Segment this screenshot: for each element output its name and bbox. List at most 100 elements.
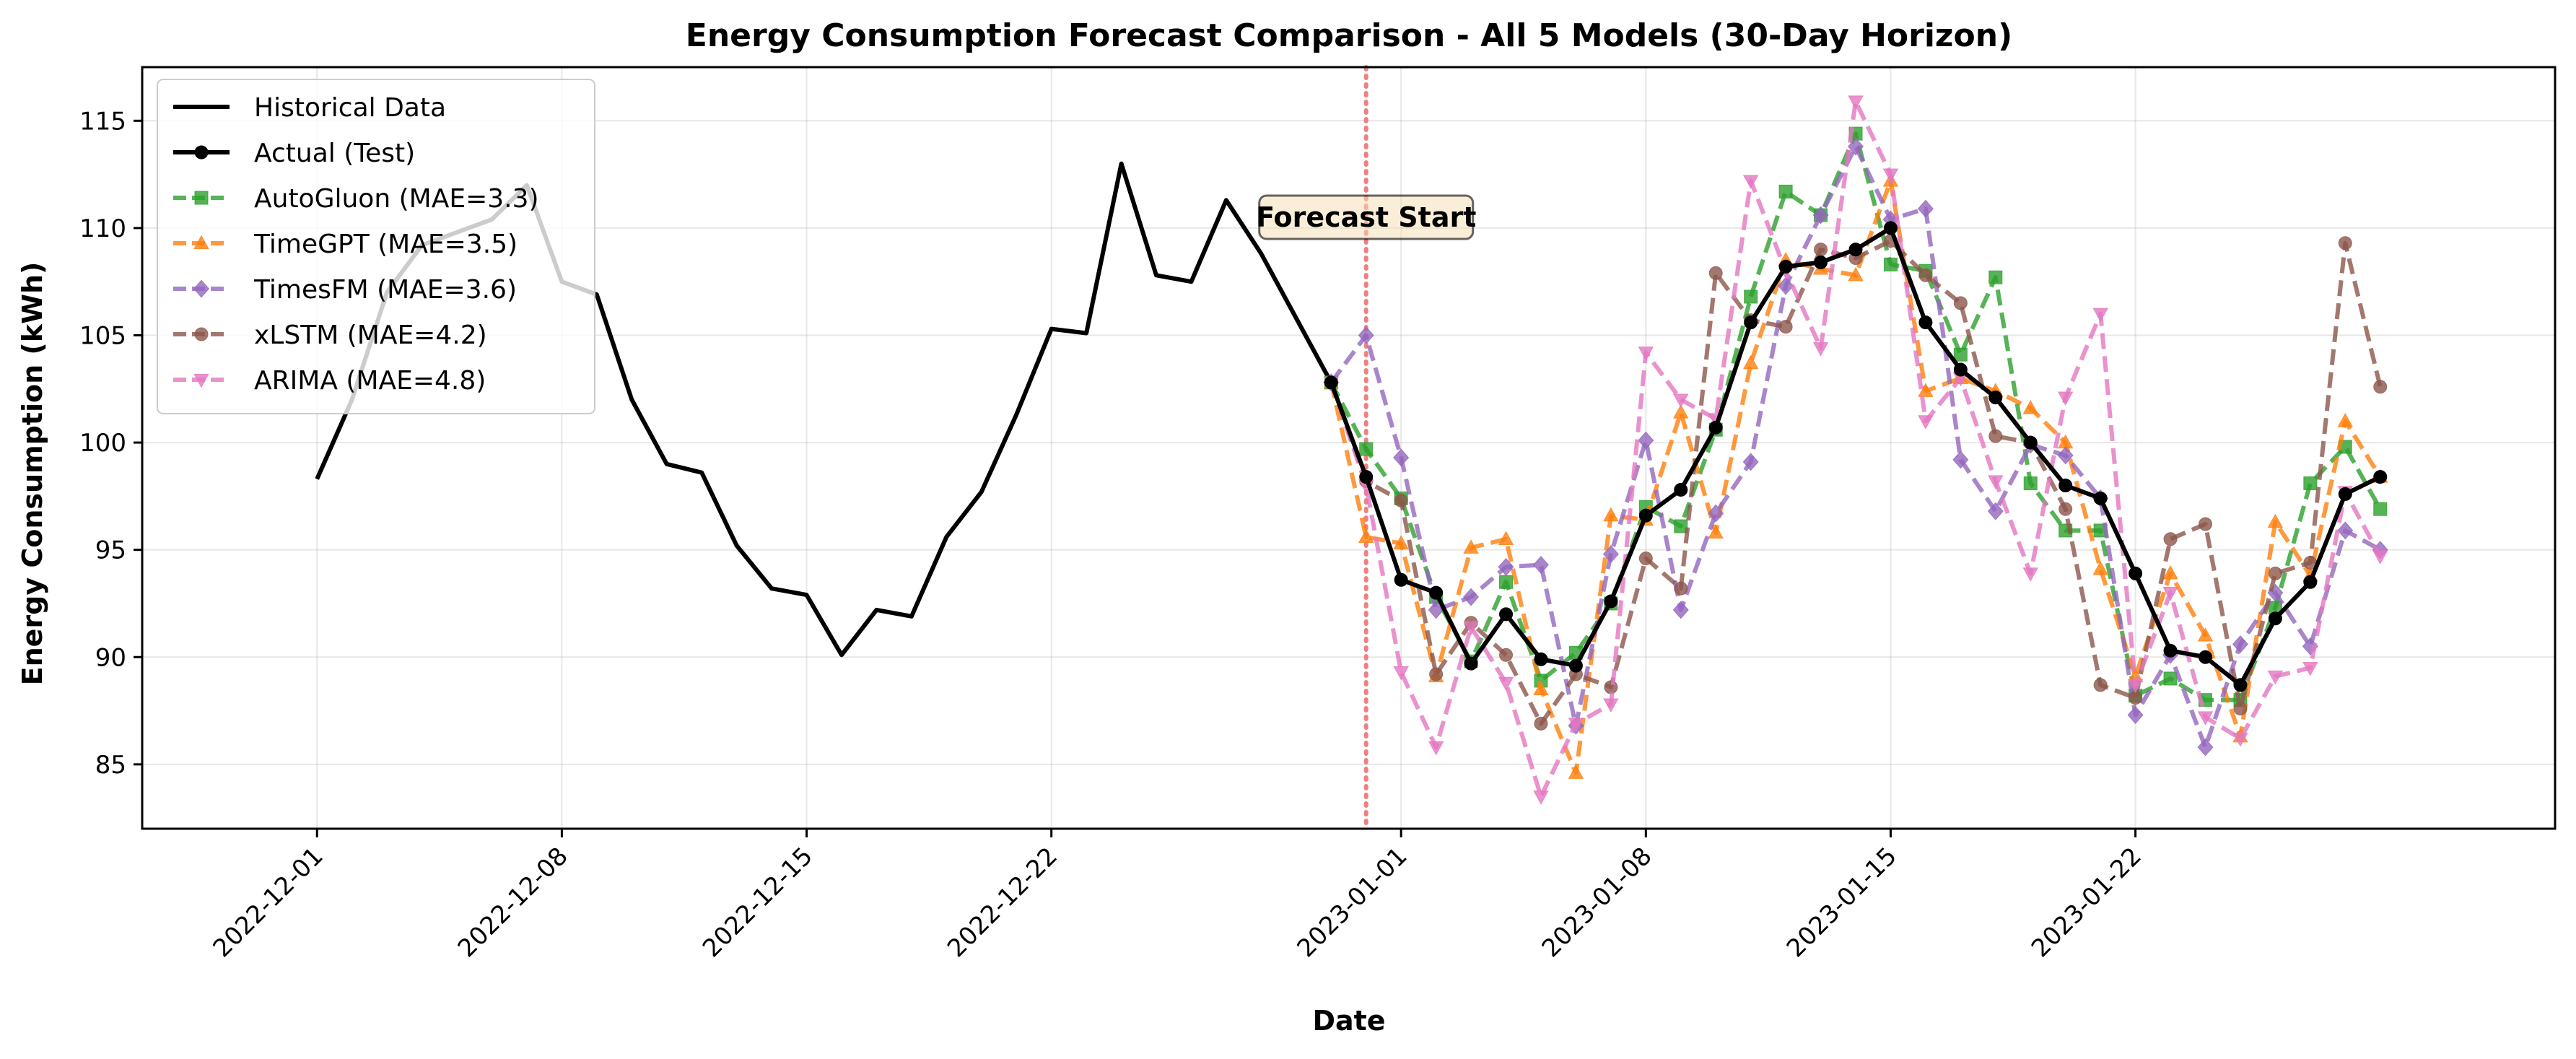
data-point — [2197, 627, 2214, 642]
data-point — [1394, 493, 1408, 507]
data-point — [2373, 380, 2388, 394]
data-point — [1883, 257, 1898, 271]
chart-title: Energy Consumption Forecast Comparison -… — [686, 17, 2012, 54]
data-point — [2199, 650, 2213, 664]
x-tick-label: 2022-12-22 — [942, 842, 1063, 963]
series-xlstm — [1324, 234, 2388, 731]
plot-area — [315, 65, 2388, 831]
data-point — [1499, 648, 1514, 662]
data-point — [1359, 442, 1374, 456]
legend-entry: xLSTM (MAE=4.2) — [173, 321, 487, 350]
data-point — [1463, 621, 1479, 636]
legend-entry: Actual (Test) — [173, 139, 415, 168]
data-point — [1708, 504, 1724, 523]
data-point — [2023, 435, 2038, 450]
data-point — [1463, 539, 1479, 554]
data-point — [1534, 652, 1548, 666]
data-point — [2093, 678, 2108, 692]
annotation-text: Forecast Start — [1256, 201, 1476, 233]
data-point — [1463, 588, 1480, 606]
data-point — [2233, 678, 2248, 692]
data-point — [1744, 315, 1758, 330]
data-point — [1918, 315, 1933, 330]
data-point — [2267, 513, 2284, 528]
data-point — [1778, 320, 1793, 334]
data-point — [1708, 266, 1723, 280]
data-point — [1534, 716, 1548, 731]
data-point — [1882, 168, 1899, 183]
data-point — [1953, 362, 1968, 377]
data-point — [2057, 446, 2074, 465]
series-timesfm — [1323, 137, 2388, 757]
data-point — [1952, 450, 1969, 469]
data-point — [2268, 566, 2282, 580]
data-point — [2022, 400, 2039, 414]
legend-entry: AutoGluon (MAE=3.3) — [173, 184, 539, 214]
data-point — [1988, 475, 2004, 489]
data-point — [1499, 607, 1514, 622]
x-tick-label: 2022-12-08 — [453, 842, 574, 963]
data-point — [1393, 448, 1410, 467]
y-tick-label: 105 — [79, 321, 126, 350]
data-point — [1358, 326, 1374, 344]
data-point — [2092, 561, 2108, 575]
data-point — [1742, 453, 1759, 471]
data-point — [1988, 270, 2003, 284]
data-point — [1324, 375, 1338, 390]
data-point — [1533, 681, 1549, 695]
legend-entry: Historical Data — [173, 93, 446, 123]
legend-marker — [194, 191, 209, 205]
data-point — [2057, 391, 2074, 406]
data-point — [1393, 535, 1409, 549]
data-point — [1672, 601, 1689, 619]
data-point — [2338, 487, 2352, 501]
data-point — [1918, 383, 1934, 397]
data-point — [1568, 718, 1584, 732]
x-tick-label: 2022-12-01 — [208, 842, 329, 963]
data-point — [2162, 565, 2178, 580]
data-point — [2267, 670, 2284, 685]
data-point — [1464, 656, 1478, 671]
x-tick-label: 2023-01-08 — [1537, 842, 1658, 963]
data-point — [2338, 236, 2352, 250]
data-point — [1638, 431, 1654, 450]
data-point — [1603, 507, 1619, 522]
data-point — [1358, 528, 1374, 543]
data-point — [2092, 308, 2108, 323]
data-point — [1987, 502, 2004, 520]
data-point — [2303, 476, 2318, 491]
data-point — [1394, 572, 1408, 587]
data-point — [1814, 243, 1828, 257]
data-point — [1568, 764, 1584, 779]
data-point — [2337, 521, 2354, 540]
data-point — [1533, 790, 1549, 805]
y-tick-label: 100 — [79, 429, 126, 458]
data-point — [2163, 532, 2178, 546]
x-tick-label: 2023-01-22 — [2026, 842, 2147, 963]
y-tick-label: 110 — [79, 214, 126, 243]
legend-marker — [193, 373, 209, 388]
data-point — [2232, 733, 2248, 747]
legend-box — [157, 79, 595, 414]
data-point — [1673, 393, 1689, 409]
x-axis-label: Date — [1312, 1005, 1385, 1037]
data-point — [2373, 502, 2388, 516]
forecast-start-annotation: Forecast Start — [1256, 194, 1476, 240]
x-tick-label: 2023-01-01 — [1292, 842, 1413, 963]
data-point — [1848, 95, 1864, 110]
data-point — [1848, 266, 1864, 282]
data-point — [2303, 575, 2318, 589]
data-point — [2058, 479, 2073, 493]
data-point — [1604, 594, 1618, 609]
y-tick-label: 115 — [79, 107, 126, 136]
data-point — [2302, 661, 2318, 676]
legend-entry: TimesFM (MAE=3.6) — [173, 275, 517, 305]
data-point — [2233, 702, 2248, 716]
data-point — [2023, 476, 2038, 491]
data-point — [2127, 679, 2144, 694]
data-point — [1812, 206, 1829, 225]
data-point — [1429, 667, 1444, 681]
data-point — [1638, 508, 1653, 523]
data-point — [2162, 586, 2178, 601]
